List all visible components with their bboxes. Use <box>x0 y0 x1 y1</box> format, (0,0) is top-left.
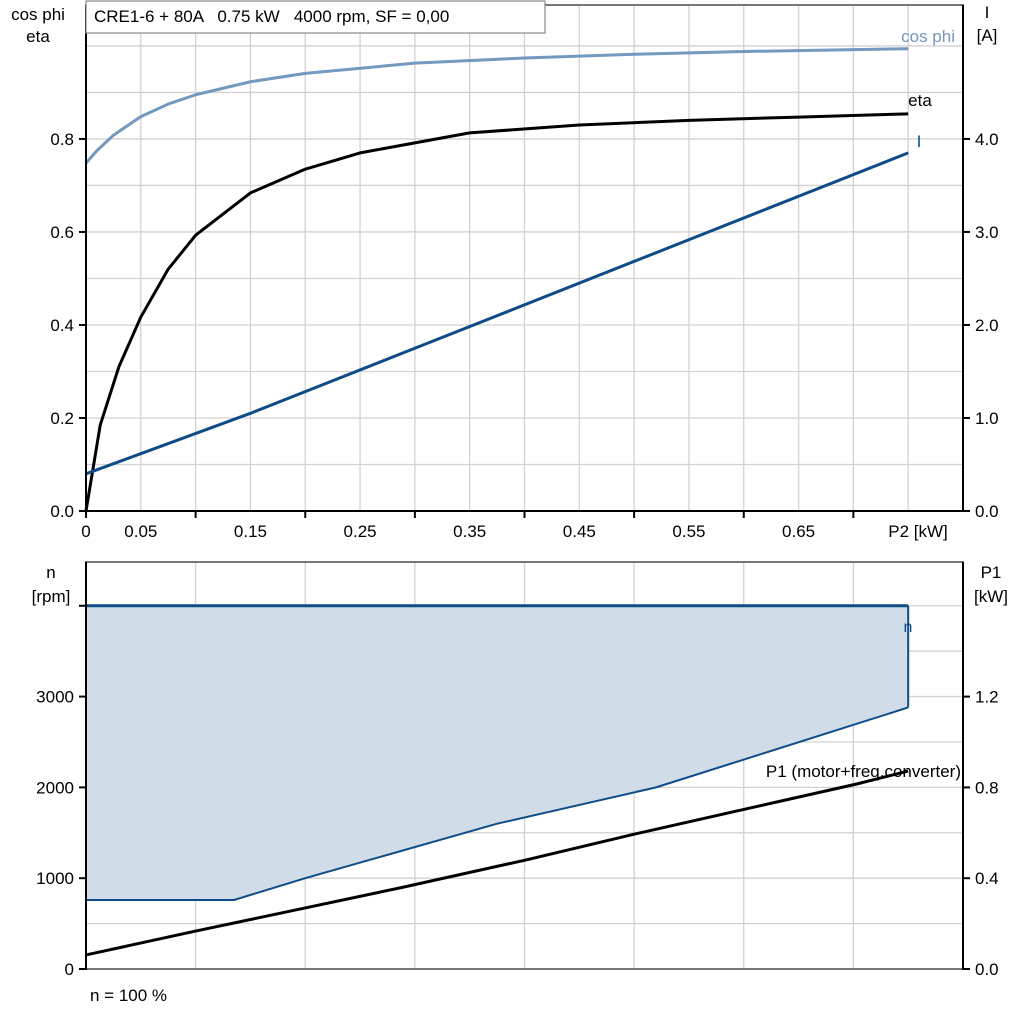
top-series <box>84 47 909 512</box>
legend-cos-phi: cos phi <box>901 27 955 46</box>
left-y-tick-label: 0.0 <box>50 502 74 521</box>
x-tick-label: 0.05 <box>124 522 157 541</box>
n-axis-label-2: [rpm] <box>32 587 71 606</box>
x-tick-label: 0.35 <box>453 522 486 541</box>
left-axis-label-1: cos phi <box>11 5 65 24</box>
n-lower-line <box>86 706 909 901</box>
n-y-tick-label: 2000 <box>36 778 74 797</box>
right-y-tick-label: 2.0 <box>975 316 999 335</box>
left-axis-label-2: eta <box>26 27 50 46</box>
tick-labels: 0 0.05 0.15 0.25 0.35 0.45 0.55 0.65 0.0 0.2 0.4 0.… <box>36 130 998 979</box>
n-y-tick-label: 3000 <box>36 688 74 707</box>
n-area-fill <box>86 605 909 900</box>
right-y-tick-label: 4.0 <box>975 130 999 149</box>
x-axis-label: P2 [kW] <box>888 522 948 541</box>
left-y-tick-label: 0.2 <box>50 409 74 428</box>
p1-y-tick-label: 0.4 <box>975 869 999 888</box>
p1-y-tick-label: 0.0 <box>975 960 999 979</box>
x-tick-label: 0.65 <box>782 522 815 541</box>
left-y-tick-label: 0.4 <box>50 316 74 335</box>
right-axis-label-1: I <box>985 3 990 22</box>
x-tick-label: 0 <box>81 522 90 541</box>
x-tick-label: 0.15 <box>234 522 267 541</box>
right-y-tick-label: 0.0 <box>975 502 999 521</box>
right-y-tick-label: 1.0 <box>975 409 999 428</box>
legend-n: n <box>904 619 913 636</box>
legend-I: I <box>917 132 922 151</box>
series-cos-phi <box>84 47 909 165</box>
legend-P1: P1 (motor+freq.converter) <box>766 762 961 781</box>
p1-y-tick-label: 0.8 <box>975 778 999 797</box>
title-box <box>85 0 546 34</box>
n-y-tick-label: 0 <box>65 960 74 979</box>
series-p1 <box>85 769 909 957</box>
bottom-series <box>85 604 910 957</box>
n-y-tick-label: 1000 <box>36 869 74 888</box>
x-tick-label: 0.45 <box>563 522 596 541</box>
x-tick-label: 0.25 <box>344 522 377 541</box>
left-y-tick-label: 0.6 <box>50 223 74 242</box>
speed-note: n = 100 % <box>90 986 167 1005</box>
p1-y-tick-label: 1.2 <box>975 688 999 707</box>
chart-title: CRE1-6 + 80A 0.75 kW 4000 rpm, SF = 0,00 <box>94 7 449 26</box>
n-axis-label-1: n <box>46 563 55 582</box>
top-grid <box>86 5 963 511</box>
p1-axis-label-2: [kW] <box>974 587 1008 606</box>
speed-range-area <box>86 605 909 900</box>
left-y-tick-label: 0.8 <box>50 130 74 149</box>
x-tick-label: 0.55 <box>672 522 705 541</box>
p1-axis-label-1: P1 <box>981 563 1002 582</box>
series-i <box>85 151 909 476</box>
legend-eta: eta <box>908 91 932 110</box>
right-y-tick-label: 3.0 <box>975 223 999 242</box>
series-eta <box>84 112 909 512</box>
right-axis-label-2: [A] <box>977 26 998 45</box>
